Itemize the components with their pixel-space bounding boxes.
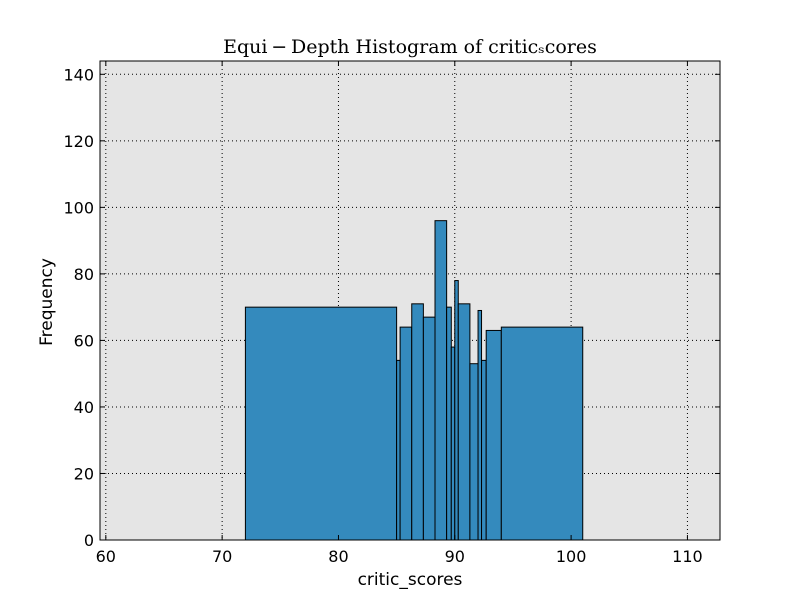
y-tick-label: 40: [74, 398, 94, 417]
histogram-bar: [500, 326, 584, 541]
y-axis-ticks: 0 20 40 60 80 100 120 140: [63, 65, 720, 550]
x-axis-ticks: 60 70 80 90 100 110: [96, 61, 703, 566]
histogram-bar: [469, 363, 479, 541]
histogram-bars: [244, 220, 584, 541]
y-tick-label: 140: [63, 65, 94, 84]
x-tick-label: 60: [96, 547, 116, 566]
x-tick-label: 70: [212, 547, 232, 566]
x-tick-label: 90: [445, 547, 465, 566]
y-tick-label: 60: [74, 331, 94, 350]
histogram-bar: [477, 309, 483, 541]
x-tick-label: 100: [556, 547, 587, 566]
y-tick-label: 120: [63, 132, 94, 151]
histogram-bar: [485, 329, 502, 541]
histogram-bar: [454, 280, 459, 541]
x-tick-label: 110: [672, 547, 703, 566]
y-tick-label: 20: [74, 464, 94, 483]
x-tick-label: 80: [328, 547, 348, 566]
y-tick-label: 80: [74, 265, 94, 284]
histogram-bar: [446, 306, 452, 541]
histogram-bar: [450, 346, 456, 541]
plot-frame: [99, 60, 721, 541]
histogram-bar: [481, 359, 487, 541]
histogram-bar: [396, 359, 401, 541]
y-axis-label: Frequency: [37, 258, 57, 346]
y-tick-label: 100: [63, 198, 94, 217]
chart-title: Equi − Depth Histogram of criticₛcores: [223, 36, 597, 58]
histogram-bar: [434, 220, 448, 541]
histogram-bar: [422, 316, 436, 541]
histogram-bar: [457, 303, 471, 541]
histogram-bar: [399, 326, 413, 541]
x-axis-label: critic_scores: [358, 570, 463, 590]
y-tick-label: 0: [84, 531, 94, 550]
histogram-bar: [244, 306, 398, 541]
histogram-bar: [411, 303, 424, 541]
